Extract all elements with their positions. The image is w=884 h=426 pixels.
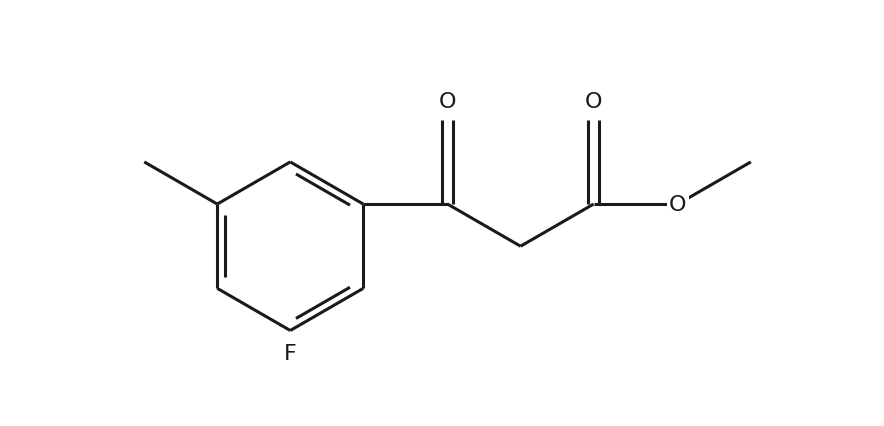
Text: F: F [284,343,297,363]
Text: O: O [438,92,456,112]
Text: O: O [669,195,687,215]
Text: O: O [585,92,602,112]
